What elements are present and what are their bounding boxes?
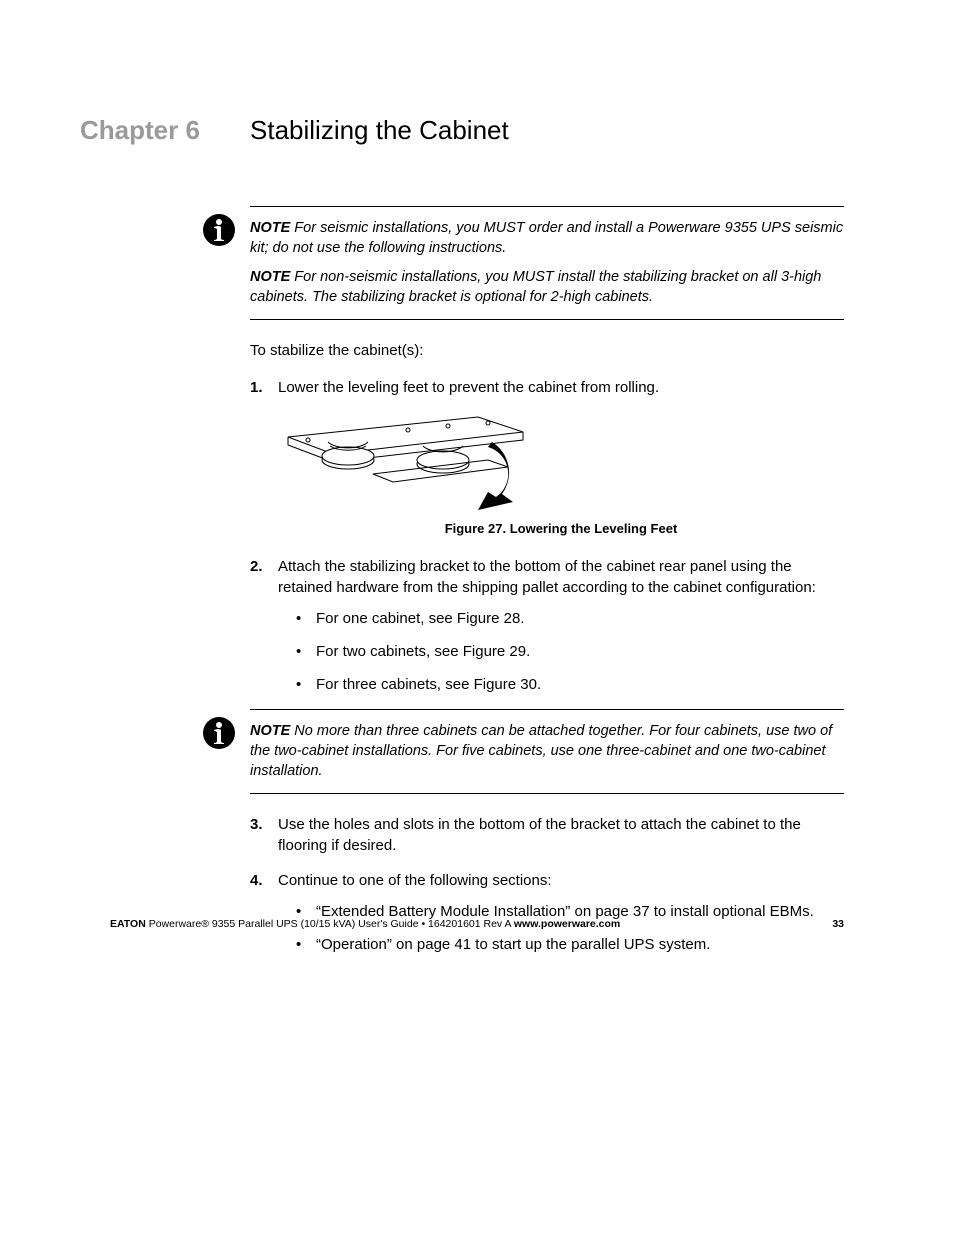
step-item: Attach the stabilizing bracket to the bo…: [250, 556, 844, 695]
page-footer: EATON Powerware® 9355 Parallel UPS (10/1…: [110, 918, 844, 930]
step-item: Lower the leveling feet to prevent the c…: [250, 377, 844, 538]
note-paragraph: NOTE No more than three cabinets can be …: [250, 722, 844, 781]
step-item: Use the holes and slots in the bottom of…: [250, 814, 844, 856]
chapter-header: Chapter 6 Stabilizing the Cabinet: [80, 115, 844, 146]
info-icon: [202, 716, 236, 750]
step-item: Continue to one of the following section…: [250, 870, 844, 955]
note-paragraph: NOTE For non-seismic installations, you …: [250, 268, 844, 307]
step-text: Continue to one of the following section…: [278, 872, 552, 889]
leveling-feet-illustration: [278, 412, 538, 512]
footer-url: www.powerware.com: [514, 918, 620, 930]
step-text: Lower the leveling feet to prevent the c…: [278, 379, 659, 396]
note-text: No more than three cabinets can be attac…: [250, 723, 832, 778]
note-label: NOTE: [250, 269, 290, 285]
figure-caption: Figure 27. Lowering the Leveling Feet: [278, 520, 844, 538]
note-text: For seismic installations, you MUST orde…: [250, 220, 843, 256]
footer-mid: Powerware® 9355 Parallel UPS (10/15 kVA)…: [146, 918, 514, 930]
step-text: Use the holes and slots in the bottom of…: [278, 816, 801, 854]
note-block-mid: NOTE No more than three cabinets can be …: [250, 709, 844, 794]
note-label: NOTE: [250, 723, 290, 739]
document-page: Chapter 6 Stabilizing the Cabinet NOTE F…: [0, 0, 954, 1235]
note-block-top: NOTE For seismic installations, you MUST…: [250, 206, 844, 320]
step-text: Attach the stabilizing bracket to the bo…: [278, 558, 816, 596]
intro-text: To stabilize the cabinet(s):: [250, 340, 844, 361]
bullet-item: “Operation” on page 41 to start up the p…: [296, 934, 844, 955]
chapter-label: Chapter 6: [80, 115, 250, 146]
steps-list: Lower the leveling feet to prevent the c…: [250, 377, 844, 695]
page-number: 33: [832, 918, 844, 930]
bullet-item: For three cabinets, see Figure 30.: [296, 674, 844, 695]
steps-list-cont: Use the holes and slots in the bottom of…: [250, 814, 844, 955]
chapter-title: Stabilizing the Cabinet: [250, 115, 509, 146]
note-label: NOTE: [250, 220, 290, 236]
bullet-item: For one cabinet, see Figure 28.: [296, 608, 844, 629]
note-paragraph: NOTE For seismic installations, you MUST…: [250, 219, 844, 258]
footer-brand: EATON: [110, 918, 146, 930]
sub-bullets: For one cabinet, see Figure 28. For two …: [278, 608, 844, 695]
bullet-item: For two cabinets, see Figure 29.: [296, 641, 844, 662]
figure-wrap: Figure 27. Lowering the Leveling Feet: [278, 412, 844, 538]
note-text: For non-seismic installations, you MUST …: [250, 269, 821, 305]
info-icon: [202, 213, 236, 247]
content-column: NOTE For seismic installations, you MUST…: [250, 206, 844, 955]
